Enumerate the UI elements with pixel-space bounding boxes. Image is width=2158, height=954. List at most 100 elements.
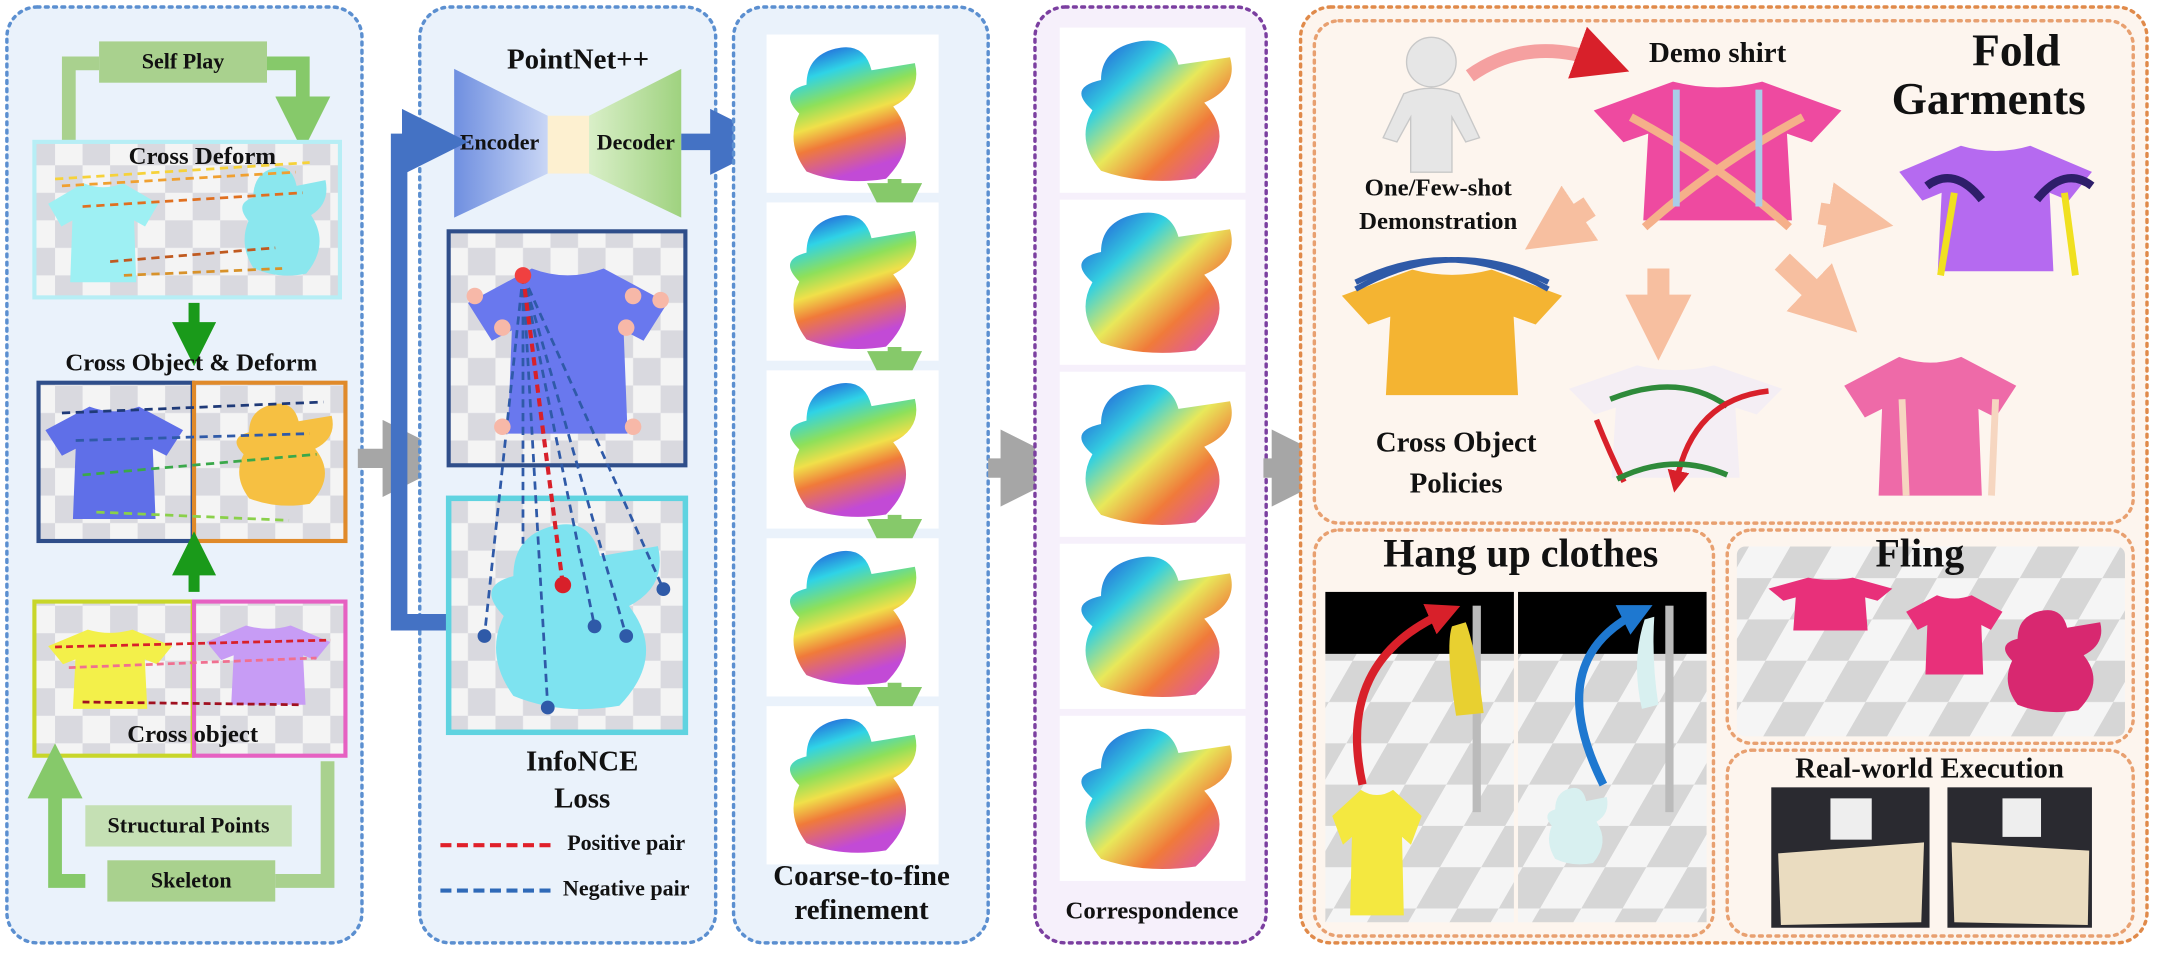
loop-arrow xyxy=(27,743,86,888)
match-lines xyxy=(61,400,324,415)
skeleton-box xyxy=(107,860,276,902)
hang-label: Hang up clothes xyxy=(1383,531,1658,576)
keypoints xyxy=(624,287,642,305)
rack xyxy=(1665,605,1674,813)
garment xyxy=(1449,622,1484,716)
fold-path xyxy=(1354,257,1550,292)
keypoints xyxy=(466,287,669,436)
backbone-label: PointNet++ xyxy=(507,44,649,76)
negative-lines xyxy=(521,274,665,590)
correspondence-panel: Correspondence xyxy=(1033,5,1268,945)
data-panel: Self Play Cross Deform Cross Object & De… xyxy=(5,5,364,945)
decoder-label: Decoder xyxy=(597,130,675,155)
keypoints xyxy=(587,619,602,634)
match-lines xyxy=(61,170,296,188)
marker xyxy=(1830,798,1872,840)
fold-path xyxy=(1615,461,1729,482)
decoder-shape xyxy=(589,68,682,218)
fling-label: Fling xyxy=(1876,531,1965,576)
fold-path xyxy=(1937,192,2079,276)
keypoints xyxy=(656,582,671,597)
loss-label: InfoNCE xyxy=(526,746,638,778)
fold-path xyxy=(1628,113,1805,231)
fold-box xyxy=(1312,19,2135,525)
keypoints xyxy=(624,418,642,436)
fold-label: Garments xyxy=(1892,74,2086,124)
loop-arrow xyxy=(275,761,335,888)
cross-object-deform-label: Cross Object & Deform xyxy=(65,350,317,377)
real-world-box xyxy=(1725,748,2135,938)
demo-arrow xyxy=(1465,26,1630,82)
cross-object-label: Cross object xyxy=(127,721,259,748)
refinement-panel: Coarse-to-fine refinement xyxy=(731,5,990,945)
fold-path xyxy=(1924,174,2095,203)
self-play-box xyxy=(99,41,267,83)
match-lines xyxy=(82,452,317,477)
legend-label: Negative pair xyxy=(563,876,690,901)
structural-points-label: Structural Points xyxy=(108,812,270,837)
network-panel: PointNet++ Encoder Decoder InfoNCE Loss … xyxy=(390,5,777,945)
keypoints xyxy=(494,418,511,436)
match-lines xyxy=(61,400,324,522)
structural-points-box xyxy=(85,805,292,847)
negative-lines xyxy=(521,275,550,708)
cross-deform-label: Cross Deform xyxy=(129,143,277,170)
negative-lines xyxy=(521,275,596,627)
hang-arrow xyxy=(1352,604,1461,786)
match-lines xyxy=(68,656,317,669)
keypoints xyxy=(466,287,484,305)
panel-border xyxy=(5,5,364,945)
keypoints xyxy=(494,319,511,336)
skeleton-label: Skeleton xyxy=(151,867,232,892)
input-arrow xyxy=(390,108,468,631)
legend-label: Positive pair xyxy=(567,830,685,855)
match-lines xyxy=(55,638,331,649)
hang-arrow xyxy=(1575,605,1653,787)
negative-lines xyxy=(483,275,525,637)
keypoints xyxy=(477,629,492,643)
demonstration-label: One/Few-shot xyxy=(1365,175,1513,202)
correspondence-label: Correspondence xyxy=(1065,897,1238,924)
panel-border xyxy=(1298,5,2149,945)
loss-label: Loss xyxy=(554,783,610,815)
marker xyxy=(2002,798,2042,837)
policies-label: Policies xyxy=(1410,468,1503,500)
refinement-label: refinement xyxy=(794,894,929,926)
keypoint xyxy=(554,576,572,594)
match-lines xyxy=(82,700,303,707)
positive-line xyxy=(520,275,565,586)
panel-border xyxy=(418,5,718,945)
transfer-arrows xyxy=(1524,182,1894,361)
transfer-arrows xyxy=(1524,185,1599,250)
match-lines xyxy=(123,267,283,277)
fling-box xyxy=(1725,528,2135,746)
fold-path xyxy=(1898,399,2000,496)
real-world-label: Real-world Execution xyxy=(1795,752,2064,784)
transfer-arrows xyxy=(1774,253,1858,333)
refinement-label: Coarse-to-fine xyxy=(773,860,950,892)
encoder-label: Encoder xyxy=(460,130,540,155)
loop-arrow xyxy=(61,56,100,144)
keypoints xyxy=(617,319,635,336)
fold-path xyxy=(1609,384,1729,409)
applications-panel: Demo shirt Fold Garments One/Few-shot De… xyxy=(1298,5,2149,945)
correspondence-images xyxy=(1059,27,1246,881)
match-lines xyxy=(54,161,310,181)
policies-label: Cross Object xyxy=(1376,426,1537,458)
self-play-label: Self Play xyxy=(142,48,225,73)
demonstration-label: Demonstration xyxy=(1359,208,1517,235)
fold-label: Fold xyxy=(1972,26,2060,76)
match-lines xyxy=(109,246,276,263)
garment xyxy=(1951,842,2090,925)
transfer-arrows xyxy=(1817,182,1894,248)
garment xyxy=(1637,616,1659,709)
match-lines xyxy=(55,638,331,707)
keypoints xyxy=(540,700,555,715)
keypoints xyxy=(619,629,634,643)
sim-sky xyxy=(1518,591,1707,654)
encoder-shape xyxy=(454,68,548,218)
human-figure xyxy=(1382,87,1481,173)
garment xyxy=(1778,842,1925,925)
